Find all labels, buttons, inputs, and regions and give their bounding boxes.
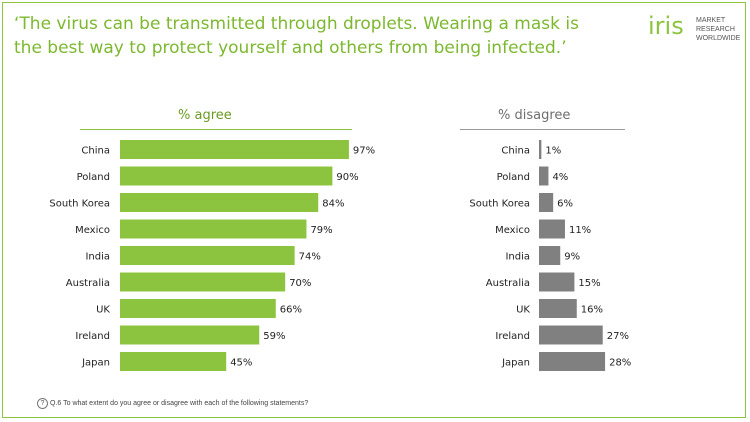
- disagree-category-label: Mexico: [495, 225, 530, 236]
- agree-category-label: Mexico: [75, 225, 110, 236]
- disagree-chart-title: % disagree: [498, 108, 571, 123]
- agree-category-label: Poland: [77, 172, 110, 183]
- logo-line: WORLDWIDE: [696, 35, 741, 42]
- slide-frame: [2, 2, 746, 418]
- disagree-category-label: South Korea: [469, 199, 530, 210]
- logo-line: RESEARCH: [696, 26, 735, 33]
- disagree-value-label: 6%: [557, 199, 573, 210]
- disagree-category-label: UK: [516, 305, 530, 316]
- agree-value-label: 70%: [289, 278, 311, 289]
- logo-line: MARKET: [696, 17, 726, 24]
- disagree-bar: [539, 272, 575, 292]
- disagree-value-label: 15%: [578, 278, 600, 289]
- disagree-value-label: 9%: [564, 252, 580, 263]
- disagree-value-label: 16%: [581, 305, 603, 316]
- slide-title: ‘The virus can be transmitted through dr…: [14, 14, 579, 58]
- agree-value-label: 90%: [336, 172, 358, 183]
- disagree-category-label: Poland: [497, 172, 530, 183]
- disagree-bar: [539, 299, 577, 318]
- agree-category-label: Ireland: [75, 331, 110, 342]
- agree-bar: [120, 272, 286, 292]
- agree-bar: [120, 193, 319, 212]
- agree-category-label: Japan: [81, 358, 110, 369]
- disagree-category-label: India: [505, 252, 530, 263]
- agree-value-label: 79%: [310, 225, 332, 236]
- disagree-bar: [539, 352, 606, 371]
- disagree-category-label: Ireland: [495, 331, 530, 342]
- agree-bar: [120, 219, 307, 239]
- disagree-category-label: Japan: [501, 358, 530, 369]
- logo-word: iris: [648, 12, 684, 40]
- agree-category-label: India: [85, 252, 110, 263]
- disagree-bar: [539, 219, 565, 239]
- agree-chart-title: % agree: [178, 108, 232, 123]
- footnote: Q.6 To what extent do you agree or disag…: [50, 400, 309, 407]
- agree-category-label: Australia: [66, 278, 110, 289]
- disagree-title-rule: [460, 129, 625, 130]
- disagree-bar: [539, 246, 561, 265]
- disagree-category-label: Australia: [486, 278, 530, 289]
- agree-value-label: 59%: [263, 331, 285, 342]
- iris-logo: iris MARKET RESEARCH WORLDWIDE: [638, 8, 746, 48]
- disagree-category-label: China: [501, 146, 530, 157]
- disagree-bar: [539, 140, 542, 159]
- logo-text: MARKET RESEARCH WORLDWIDE: [696, 16, 740, 43]
- agree-bar: [120, 352, 227, 371]
- agree-bar: [120, 246, 295, 265]
- agree-category-label: UK: [96, 305, 110, 316]
- disagree-value-label: 27%: [607, 331, 629, 342]
- disagree-value-label: 28%: [609, 358, 631, 369]
- agree-bar: [120, 140, 349, 159]
- agree-bar: [120, 166, 333, 186]
- disagree-bar: [539, 166, 549, 186]
- question-icon: ?: [37, 398, 48, 409]
- agree-value-label: 84%: [322, 199, 344, 210]
- agree-bar: [120, 299, 276, 318]
- disagree-value-label: 1%: [545, 146, 561, 157]
- agree-bar: [120, 325, 260, 345]
- agree-title-rule: [80, 129, 352, 130]
- disagree-bar: [539, 193, 554, 212]
- agree-value-label: 66%: [280, 305, 302, 316]
- agree-category-label: South Korea: [49, 199, 110, 210]
- agree-category-label: China: [81, 146, 110, 157]
- disagree-value-label: 11%: [569, 225, 591, 236]
- disagree-bar: [539, 325, 603, 345]
- agree-value-label: 97%: [353, 146, 375, 157]
- disagree-value-label: 4%: [552, 172, 568, 183]
- agree-value-label: 74%: [299, 252, 321, 263]
- agree-value-label: 45%: [230, 358, 252, 369]
